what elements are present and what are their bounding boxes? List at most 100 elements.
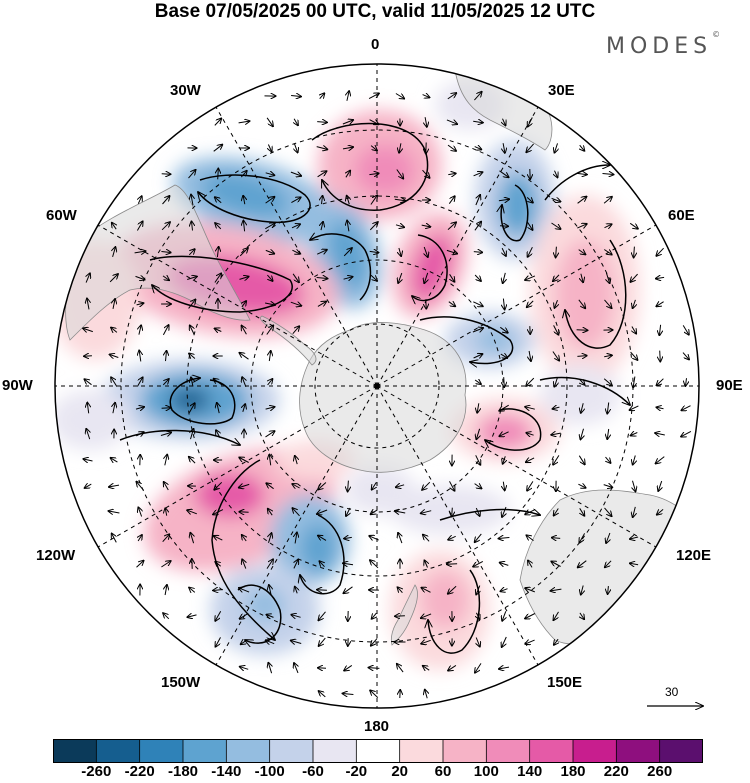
- wind-vector: [527, 535, 534, 542]
- wind-vector: [473, 252, 482, 253]
- wind-vector: [473, 354, 483, 358]
- wind-vector: [476, 612, 479, 619]
- lon-label-0: 0: [371, 36, 380, 53]
- wind-vector: [447, 93, 456, 100]
- wind-vector: [472, 328, 483, 332]
- polar-map: [54, 63, 750, 735]
- wind-vector: [449, 481, 455, 490]
- wind-vector: [239, 588, 250, 592]
- colorbar-tick-label: 60: [434, 763, 452, 780]
- wind-vector: [164, 482, 169, 491]
- meridian-line: [376, 385, 539, 666]
- lon-label-90w: 90W: [2, 377, 33, 394]
- wind-vector: [370, 690, 379, 698]
- wind-vector: [265, 407, 275, 409]
- wind-vector: [369, 251, 379, 252]
- colorbar-tick-label: 220: [603, 763, 629, 780]
- wind-vector: [633, 480, 636, 492]
- wind-vector: [424, 246, 428, 257]
- wind-vector: [448, 585, 457, 593]
- wind-vector: [110, 355, 119, 358]
- wind-vector: [475, 533, 482, 542]
- logo-mark: ©: [712, 30, 721, 39]
- colorbar-swatch: [616, 739, 661, 763]
- wind-vector: [602, 174, 614, 175]
- wind-vector: [161, 561, 170, 568]
- wind-vector: [395, 511, 406, 513]
- wind-vector: [269, 585, 271, 596]
- wind-vector: [473, 172, 483, 176]
- wind-vector: [425, 561, 428, 568]
- wind-vector: [369, 119, 379, 125]
- colorbar-tick-label: -20: [345, 763, 368, 780]
- wind-vector: [319, 691, 326, 698]
- wind-vector: [604, 299, 612, 308]
- wind-vector: [422, 481, 431, 490]
- wind-vector: [656, 277, 665, 278]
- wind-vector: [578, 250, 586, 255]
- wind-vector: [580, 378, 585, 384]
- wind-vector: [604, 355, 612, 356]
- meridian-line: [215, 106, 378, 387]
- wind-vector: [292, 326, 299, 335]
- colorbar-tick-label: -140: [211, 763, 242, 780]
- meridian-line: [376, 224, 657, 387]
- wind-vector: [604, 507, 612, 516]
- wind-vector: [370, 560, 379, 569]
- meridian-line: [97, 385, 378, 548]
- wind-vector: [214, 481, 223, 489]
- wind-vector: [136, 222, 142, 231]
- colorbar-swatch: [139, 739, 184, 763]
- wind-vector: [421, 225, 431, 227]
- wind-vector: [527, 481, 534, 490]
- wind-vector: [242, 326, 247, 335]
- colorbar-tick-label: 20: [391, 763, 409, 780]
- wind-vector: [165, 455, 167, 466]
- wind-vector: [269, 533, 272, 543]
- wind-vector: [681, 430, 692, 436]
- wind-vector: [555, 377, 558, 386]
- wind-vector: [268, 379, 273, 386]
- map-border: [54, 63, 700, 709]
- wind-vector: [421, 614, 432, 618]
- wind-vector: [606, 532, 610, 543]
- wind-vector: [343, 277, 353, 279]
- wind-vector: [630, 537, 639, 539]
- wind-vector: [399, 247, 401, 256]
- wind-vector: [372, 612, 377, 619]
- lon-label-180: 180: [364, 718, 390, 735]
- wind-vector: [398, 533, 402, 544]
- wind-vector: [111, 458, 118, 462]
- lon-label-60e: 60E: [668, 207, 695, 224]
- wind-vector: [452, 507, 453, 517]
- wind-vector: [477, 403, 479, 412]
- wind-vector: [499, 432, 509, 436]
- logo-text: MODES: [606, 34, 713, 59]
- lon-label-150w: 150W: [161, 674, 201, 691]
- wind-vector: [446, 120, 457, 124]
- colorbar-swatch: [399, 739, 444, 763]
- wind-vector: [476, 637, 480, 647]
- wind-vector: [395, 93, 404, 99]
- wind-vector: [526, 458, 535, 462]
- wind-vector: [500, 326, 507, 332]
- wind-vector: [396, 169, 403, 179]
- wind-vector: [369, 668, 380, 669]
- wind-vector: [526, 433, 534, 435]
- wind-vector: [580, 508, 585, 515]
- wind-vector: [136, 378, 142, 387]
- wind-vector: [188, 170, 196, 179]
- wind-vector: [448, 196, 454, 204]
- wind-vector: [135, 407, 144, 409]
- wind-vector: [166, 351, 167, 362]
- wind-vector: [605, 560, 612, 567]
- wind-vector: [634, 246, 635, 258]
- wind-vector: [426, 299, 427, 308]
- wind-vector: [265, 197, 275, 204]
- wind-vector: [266, 326, 273, 335]
- wind-vector: [528, 561, 532, 568]
- colorbar-swatch: [356, 739, 401, 763]
- wind-vector: [633, 299, 636, 308]
- wind-vector: [317, 590, 327, 591]
- wind-vector: [503, 481, 504, 491]
